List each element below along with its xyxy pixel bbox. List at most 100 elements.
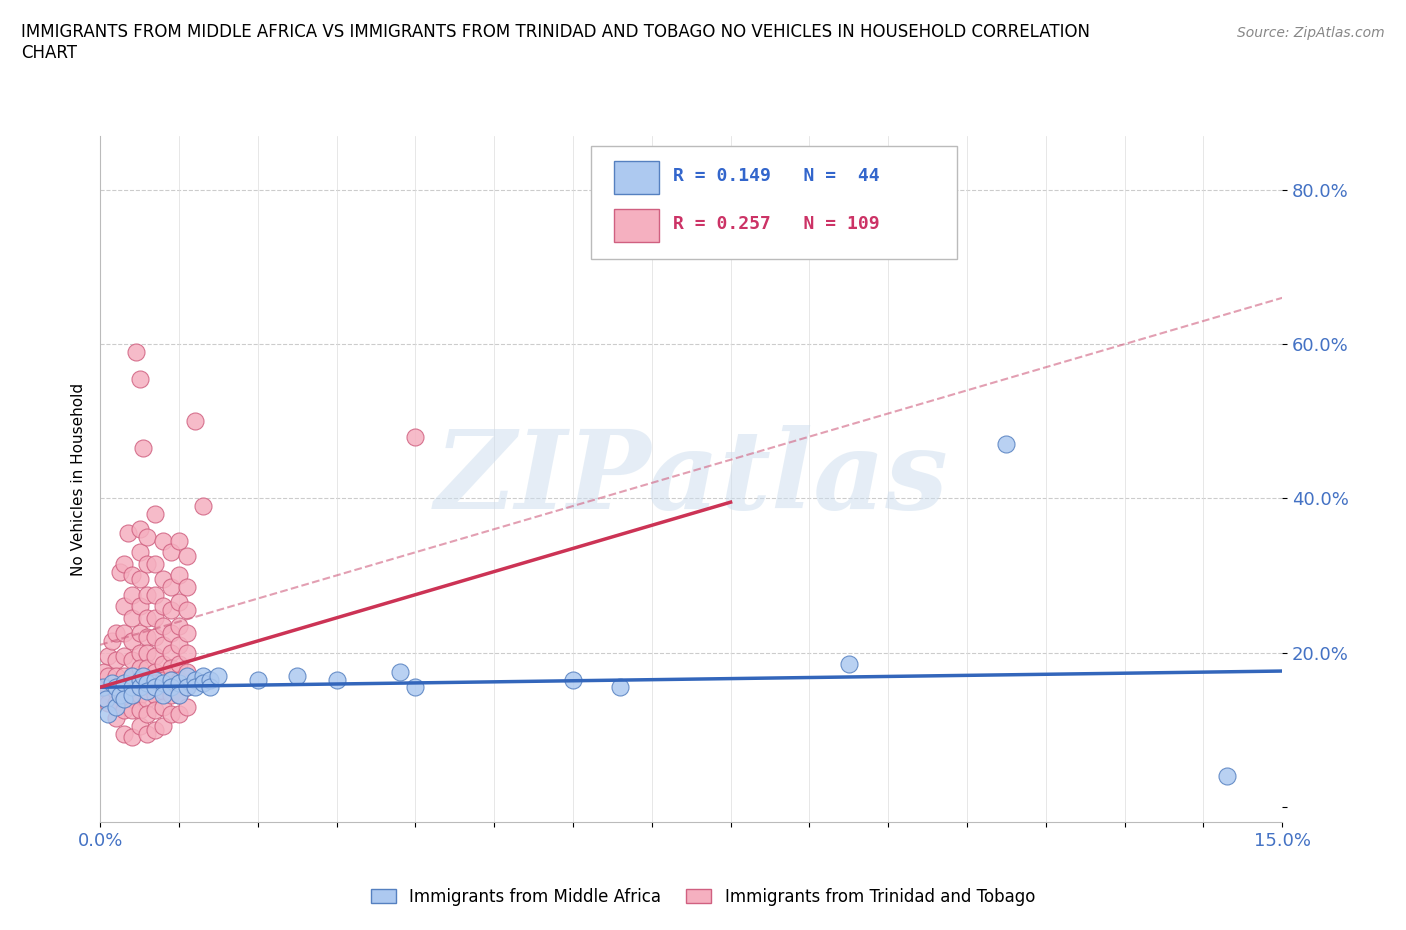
Point [143,723,166,737]
Point [136,529,159,544]
Point [167,618,190,633]
Point [121,610,143,625]
Point [101,633,124,648]
Point [160,672,183,687]
Point [143,610,166,625]
Point [112,680,135,695]
Point [176,579,198,594]
Point [167,637,190,652]
Point [128,680,150,695]
Point [152,637,174,652]
Point [121,587,143,602]
Point [183,672,205,687]
Point [121,633,143,648]
Point [136,676,159,691]
Point [97,696,120,711]
Point [404,429,426,444]
Point [152,687,174,702]
Point [167,676,190,691]
Point [176,699,198,714]
Point [404,680,426,695]
Point [160,687,183,702]
Point [104,696,127,711]
Point [143,676,166,691]
Point [191,676,214,691]
Point [121,687,143,702]
Point [112,703,135,718]
Point [160,603,183,618]
Point [136,645,159,660]
Point [101,676,124,691]
Point [143,630,166,644]
Point [121,680,143,695]
Point [112,556,135,571]
Point [160,707,183,722]
Point [121,653,143,668]
Point [152,533,174,548]
Point [128,545,150,560]
Point [143,672,166,687]
Point [97,707,120,722]
Point [1216,768,1239,783]
Point [152,718,174,733]
Point [838,657,860,671]
Point [121,703,143,718]
FancyBboxPatch shape [591,146,957,259]
Point [167,595,190,610]
Point [117,525,139,540]
Point [96,691,118,706]
Point [246,672,269,687]
Point [167,687,190,702]
Point [91,680,114,695]
Point [176,645,198,660]
Point [128,626,150,641]
Point [121,568,143,583]
Text: R = 0.149   N =  44: R = 0.149 N = 44 [673,166,880,185]
Point [108,687,131,702]
Text: IMMIGRANTS FROM MIDDLE AFRICA VS IMMIGRANTS FROM TRINIDAD AND TOBAGO NO VEHICLES: IMMIGRANTS FROM MIDDLE AFRICA VS IMMIGRA… [21,23,1090,62]
Text: R = 0.257   N = 109: R = 0.257 N = 109 [673,215,880,232]
Point [104,626,127,641]
Bar [614,161,659,194]
Point [200,672,222,687]
Point [128,672,150,687]
Point [191,669,214,684]
Point [167,657,190,671]
Point [136,672,159,687]
Point [124,344,146,359]
Point [112,726,135,741]
Point [152,672,174,687]
Point [128,522,150,537]
Point [183,680,205,695]
Point [97,669,120,684]
Point [132,669,155,684]
Point [200,680,222,695]
Point [128,687,150,702]
Point [167,687,190,702]
Point [136,684,159,698]
Point [112,626,135,641]
Point [128,572,150,587]
Bar [614,209,659,243]
Point [562,672,585,687]
Point [143,703,166,718]
Point [97,649,120,664]
Point [143,687,166,702]
Point [112,649,135,664]
Point [121,669,143,684]
Point [112,676,135,691]
Point [128,672,150,687]
Point [285,669,308,684]
Point [93,664,115,679]
Point [160,645,183,660]
Point [160,579,183,594]
Point [176,626,198,641]
Point [136,726,159,741]
Point [167,533,190,548]
Point [121,730,143,745]
Point [160,672,183,687]
Point [160,626,183,641]
Point [136,630,159,644]
Point [136,556,159,571]
Point [128,371,150,386]
